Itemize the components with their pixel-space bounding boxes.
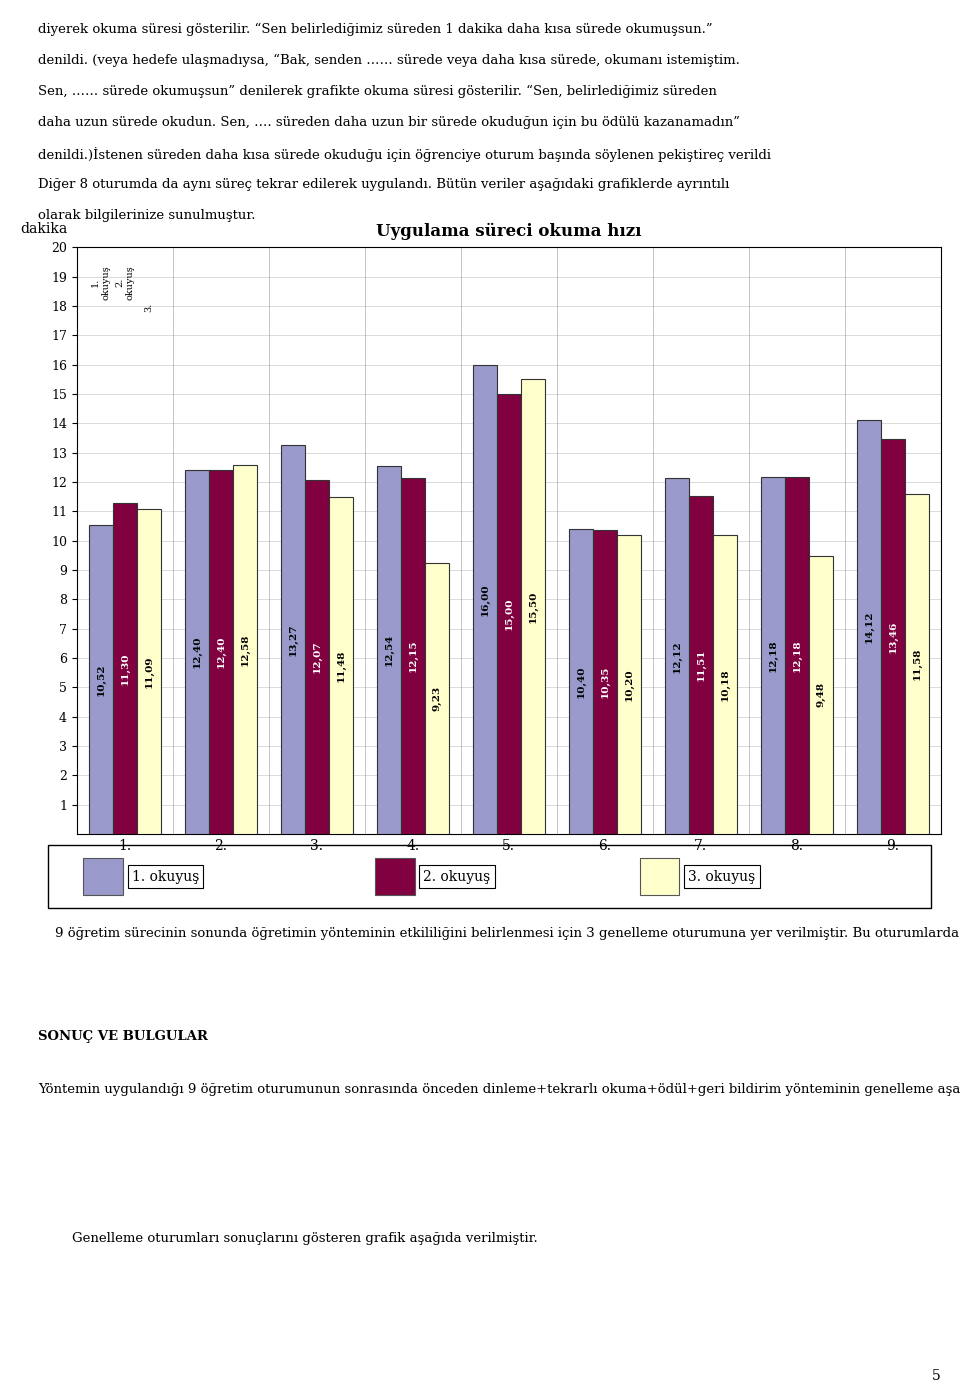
Text: Genelleme oturumları sonuçlarını gösteren grafik aşağıda verilmiştir.: Genelleme oturumları sonuçlarını göstere…: [38, 1232, 539, 1245]
Bar: [209, 471, 233, 834]
Text: 12,40: 12,40: [192, 636, 202, 668]
Text: SONUÇ VE BULGULAR: SONUÇ VE BULGULAR: [38, 1030, 208, 1044]
Bar: [712, 535, 737, 834]
Bar: [305, 481, 328, 834]
Bar: [904, 495, 928, 834]
Text: 12,40: 12,40: [216, 636, 226, 668]
FancyBboxPatch shape: [639, 858, 680, 895]
FancyBboxPatch shape: [374, 858, 415, 895]
Text: 10,35: 10,35: [600, 666, 610, 698]
Text: 11,30: 11,30: [120, 652, 130, 685]
Text: dakika: dakika: [20, 222, 68, 236]
Bar: [760, 476, 784, 834]
Text: 13,27: 13,27: [288, 623, 298, 655]
Bar: [401, 478, 424, 834]
Text: 12,18: 12,18: [792, 638, 802, 672]
Text: Diğer 8 oturumda da aynı süreç tekrar edilerek uygulandı. Bütün veriler aşağıdak: Diğer 8 oturumda da aynı süreç tekrar ed…: [38, 177, 730, 191]
Text: 9,48: 9,48: [816, 683, 826, 707]
Bar: [856, 419, 881, 834]
Text: 12,07: 12,07: [312, 641, 322, 673]
Bar: [472, 365, 497, 834]
Text: 5: 5: [932, 1369, 941, 1383]
Bar: [520, 379, 544, 834]
Text: 1. okuyuş: 1. okuyuş: [132, 869, 200, 884]
Text: 9,23: 9,23: [432, 686, 442, 711]
Text: 11,51: 11,51: [696, 650, 706, 682]
Text: Sen, …… sürede okumuşsun” denilerek grafikte okuma süresi gösterilir. “Sen, beli: Sen, …… sürede okumuşsun” denilerek graf…: [38, 85, 717, 98]
Bar: [592, 531, 616, 834]
Bar: [280, 444, 305, 834]
Bar: [616, 535, 641, 834]
Bar: [784, 476, 808, 834]
Text: 12,18: 12,18: [768, 638, 778, 672]
Text: 12,15: 12,15: [408, 640, 418, 672]
Bar: [664, 478, 688, 834]
Bar: [808, 556, 832, 834]
Text: olarak bilgilerinize sunulmuştur.: olarak bilgilerinize sunulmuştur.: [38, 210, 256, 222]
Bar: [184, 471, 209, 834]
Text: 10,18: 10,18: [720, 668, 730, 701]
Text: 10,52: 10,52: [96, 664, 106, 696]
Text: Yöntemin uygulandığı 9 öğretim oturumunun sonrasında önceden dinleme+tekrarlı ok: Yöntemin uygulandığı 9 öğretim oturumunu…: [38, 1081, 960, 1095]
Bar: [233, 465, 257, 834]
Text: 16,00: 16,00: [480, 583, 490, 616]
Text: 11,48: 11,48: [336, 650, 346, 682]
Text: 15,50: 15,50: [528, 591, 538, 623]
Bar: [497, 394, 520, 834]
Title: Uygulama süreci okuma hızı: Uygulama süreci okuma hızı: [376, 224, 641, 240]
Bar: [88, 525, 113, 834]
Bar: [137, 509, 161, 834]
Text: 9 öğretim sürecinin sonunda öğretimin yönteminin etkililiğini belirlenmesi için : 9 öğretim sürecinin sonunda öğretimin yö…: [38, 925, 960, 940]
Bar: [376, 467, 401, 834]
Text: 11,58: 11,58: [912, 648, 922, 680]
Text: 2. okuyuş: 2. okuyuş: [423, 869, 491, 884]
Text: 15,00: 15,00: [504, 598, 514, 630]
Text: denildi. (veya hedefe ulaşmadıysa, “Bak, senden …… sürede veya daha kısa sürede,: denildi. (veya hedefe ulaşmadıysa, “Bak,…: [38, 54, 740, 67]
Text: 1.
okuyuş: 1. okuyuş: [91, 265, 110, 300]
Bar: [424, 563, 449, 834]
Bar: [881, 439, 904, 834]
Text: 3.: 3.: [144, 302, 154, 312]
Text: 12,12: 12,12: [672, 640, 682, 672]
Text: 10,40: 10,40: [576, 665, 586, 697]
Text: 2.
okuyuş: 2. okuyuş: [115, 265, 134, 300]
Text: daha uzun sürede okudun. Sen, …. süreden daha uzun bir sürede okuduğun için bu ö: daha uzun sürede okudun. Sen, …. süreden…: [38, 116, 740, 129]
Text: 11,09: 11,09: [144, 655, 154, 687]
Text: 12,58: 12,58: [240, 633, 250, 665]
FancyBboxPatch shape: [84, 858, 123, 895]
Text: denildi.)İstenen süreden daha kısa sürede okuduğu için öğrenciye oturum başında : denildi.)İstenen süreden daha kısa süred…: [38, 147, 772, 162]
Text: 10,20: 10,20: [624, 668, 634, 701]
Text: diyerek okuma süresi gösterilir. “Sen belirlediğimiz süreden 1 dakika daha kısa : diyerek okuma süresi gösterilir. “Sen be…: [38, 24, 713, 36]
Text: 13,46: 13,46: [888, 620, 898, 652]
Text: 3. okuyuş: 3. okuyuş: [688, 869, 756, 884]
Bar: [328, 497, 353, 834]
Bar: [113, 503, 137, 834]
Text: 14,12: 14,12: [864, 610, 874, 643]
Text: 12,54: 12,54: [384, 634, 394, 666]
Bar: [568, 529, 592, 834]
Bar: [688, 496, 712, 834]
